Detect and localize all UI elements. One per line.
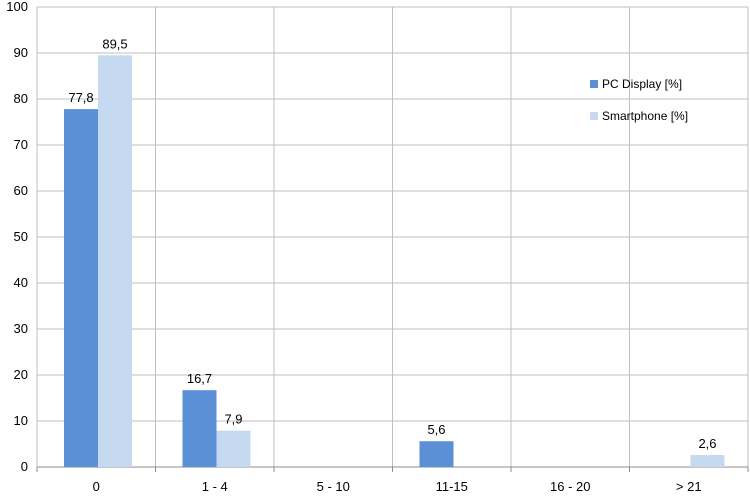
data-label: 2,6 [698, 436, 716, 451]
x-tick-label: 16 - 20 [550, 479, 590, 494]
data-label: 7,9 [224, 412, 242, 427]
x-tick-label: 1 - 4 [202, 479, 228, 494]
y-tick-label: 60 [14, 183, 28, 198]
y-tick-label: 70 [14, 137, 28, 152]
legend-label: PC Display [%] [602, 77, 682, 91]
bars [64, 55, 725, 468]
bar-smartphone [690, 455, 725, 467]
bar-pc-display [182, 390, 217, 467]
y-tick-label: 50 [14, 229, 28, 244]
y-tick-label: 90 [14, 45, 28, 60]
data-labels: 77,8 16,7 5,6 89,5 7,9 2,6 [68, 36, 716, 451]
legend-swatch [590, 112, 598, 120]
gridlines [36, 6, 749, 468]
bar-pc-display [64, 109, 98, 468]
data-label: 5,6 [427, 422, 445, 437]
bar-smartphone [216, 430, 251, 467]
legend-swatch [590, 80, 598, 88]
x-tick-label: > 21 [676, 479, 702, 494]
y-tick-label: 40 [14, 275, 28, 290]
y-tick-label: 100 [6, 0, 28, 14]
y-tick-label: 10 [14, 413, 28, 428]
axes: 0 10 20 30 40 50 60 70 80 90 100 0 1 - 4 5 - 10 11-15 1… [6, 0, 749, 494]
bar-pc-display [419, 441, 454, 467]
data-label: 16,7 [187, 371, 212, 386]
y-tick-label: 20 [14, 367, 28, 382]
legend: PC Display [%] Smartphone [%] [590, 77, 688, 123]
data-label: 77,8 [68, 90, 93, 105]
data-label: 89,5 [102, 36, 127, 51]
y-tick-label: 30 [14, 321, 28, 336]
x-tick-label: 11-15 [436, 479, 468, 494]
y-tick-label: 80 [14, 91, 28, 106]
legend-label: Smartphone [%] [602, 109, 688, 123]
x-tick-label: 5 - 10 [317, 479, 350, 494]
bar-smartphone [98, 55, 132, 468]
y-tick-label: 0 [21, 459, 28, 474]
x-tick-label: 0 [93, 479, 100, 494]
